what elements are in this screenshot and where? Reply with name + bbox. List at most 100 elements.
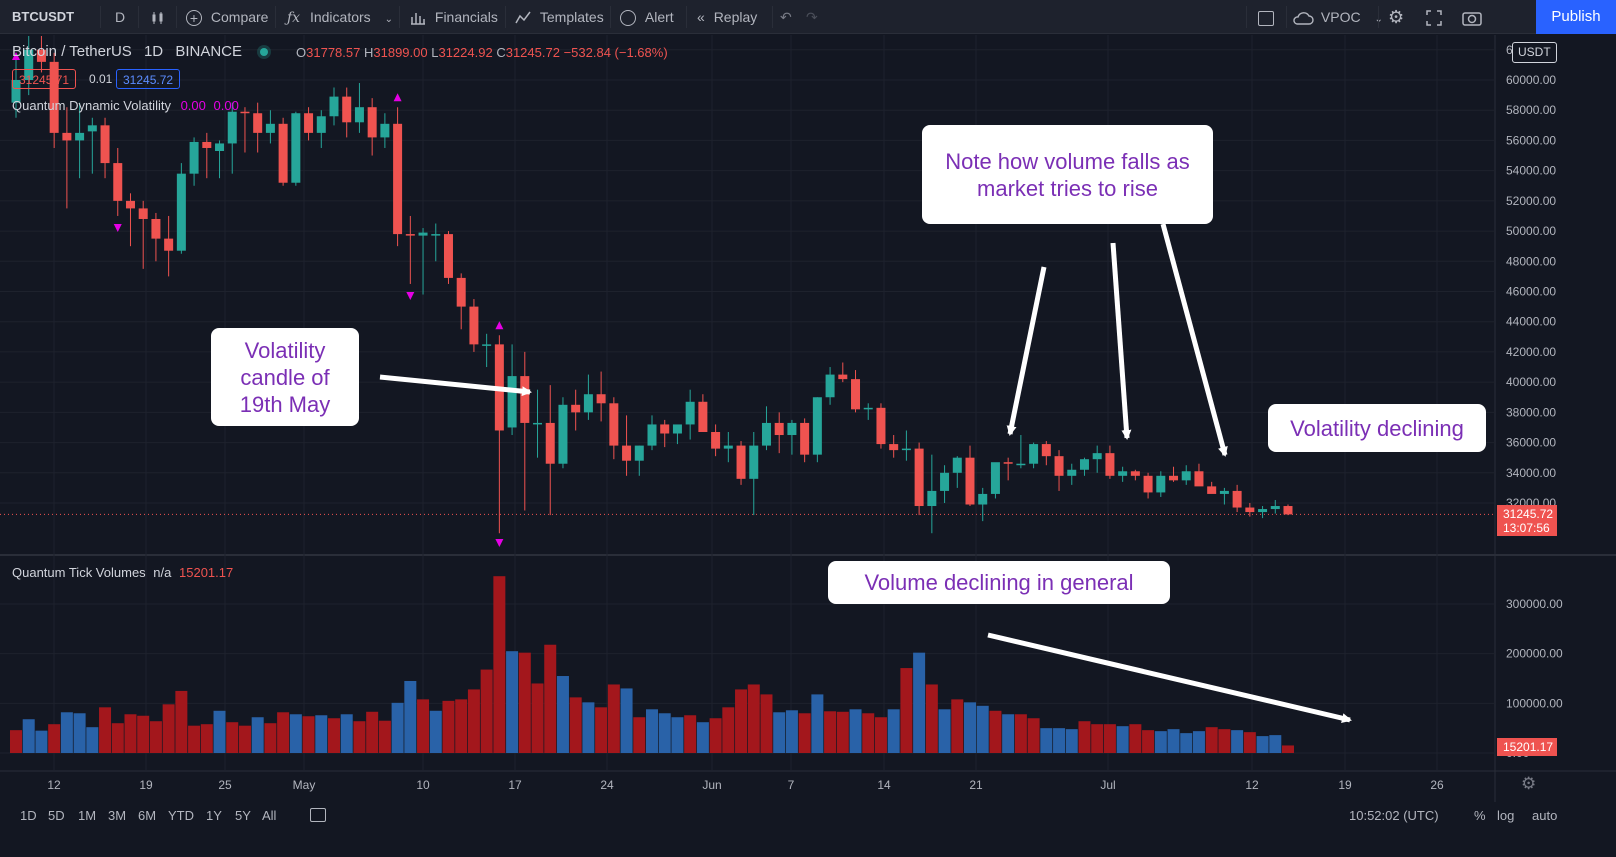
templates-button[interactable]: Templates [515, 0, 604, 34]
volume-bar [111, 723, 124, 753]
candle-body [812, 397, 822, 455]
candle-body [380, 123, 390, 138]
volatility-down-marker [406, 291, 415, 300]
sell-price-button[interactable]: 31245.71 [12, 69, 77, 89]
alert-label: Alert [644, 9, 674, 25]
market-status-icon [260, 48, 269, 57]
volume-bar [925, 684, 938, 753]
indicator-legend-volumes[interactable]: Quantum Tick Volumes n/a 15201.17 [12, 565, 233, 580]
candle-body [660, 424, 670, 434]
time-tick-label: May [293, 778, 316, 792]
range-button[interactable]: 1D [20, 808, 37, 823]
gear-icon[interactable]: ⚙ [1388, 7, 1405, 27]
divider [686, 6, 687, 28]
candle-body [876, 407, 886, 445]
volume-bar [1103, 724, 1116, 753]
publish-button[interactable]: Publish [1536, 0, 1616, 34]
replay-button[interactable]: « Replay [697, 0, 757, 34]
volume-bar [455, 699, 468, 753]
range-button[interactable]: 6M [138, 808, 157, 823]
buy-price-button[interactable]: 31245.72 [116, 69, 181, 89]
bar-chart-icon [411, 13, 425, 26]
date-range-icon[interactable] [310, 808, 326, 822]
candle-body [482, 344, 492, 346]
volume-bar [696, 722, 709, 753]
indicator-legend-volatility[interactable]: Quantum Dynamic Volatility 0.00 0.00 [12, 98, 239, 113]
price-tick-label: 56000.00 [1506, 133, 1556, 147]
log-toggle[interactable]: log [1497, 808, 1515, 823]
candles-icon [152, 12, 163, 25]
layout-button[interactable] [1258, 0, 1274, 34]
candle-body [914, 448, 924, 507]
volatility-up-marker [495, 321, 504, 330]
candle-body [240, 111, 250, 114]
candle-body [1219, 490, 1229, 494]
range-button[interactable]: 3M [108, 808, 127, 823]
candle-body [889, 444, 899, 451]
volume-bar [684, 715, 697, 753]
alert-button[interactable]: Alert [620, 0, 674, 34]
time-tick-label: 12 [1245, 778, 1259, 792]
range-button[interactable]: 1Y [206, 808, 222, 823]
candle-body [698, 401, 708, 432]
volume-bar [1154, 731, 1167, 753]
last-price-label: 31245.72 13:07:56 [1497, 505, 1557, 536]
range-button[interactable]: 5D [48, 808, 65, 823]
currency-label[interactable]: USDT [1512, 42, 1557, 63]
ohlc-low-label: L [431, 45, 439, 60]
symbol-search[interactable]: BTCUSDT [12, 9, 75, 24]
ohlc-values: O31778.57 H31899.00 L31224.92 C31245.72 … [296, 45, 668, 60]
cloud-icon [1293, 12, 1314, 25]
candle-body [1207, 486, 1217, 494]
volume-bar [709, 718, 722, 753]
symbol-legend: Bitcoin / TetherUS 1D BINANCE [12, 43, 269, 60]
candle-body [138, 208, 148, 219]
divider [505, 6, 506, 28]
interval-button[interactable]: D [115, 9, 126, 25]
volume-bar [238, 725, 251, 753]
volume-bar [1142, 730, 1155, 753]
range-button[interactable]: 5Y [235, 808, 251, 823]
bottom-toolbar [0, 802, 1616, 857]
percent-toggle[interactable]: % [1474, 808, 1486, 823]
fullscreen-icon[interactable] [1426, 0, 1442, 34]
candle-body [316, 116, 326, 133]
candle-body [393, 123, 403, 235]
volume-last-label: 15201.17 [1497, 738, 1557, 756]
time-tick-label: 19 [139, 778, 153, 792]
callout-volatility-declining: Volatility declining [1268, 404, 1486, 452]
divider [1378, 6, 1379, 28]
redo-icon[interactable]: ↷ [806, 9, 818, 25]
volume-bar [785, 710, 798, 753]
time-tick-label: Jul [1100, 778, 1115, 792]
compare-button[interactable]: + Compare [186, 0, 268, 34]
auto-toggle[interactable]: auto [1532, 808, 1558, 823]
candle-body [901, 448, 911, 451]
time-tick-label: Jun [702, 778, 721, 792]
volume-bar [658, 713, 671, 753]
time-tick-label: 10 [416, 778, 430, 792]
volume-bar [1256, 736, 1269, 753]
undo-icon[interactable]: ↶ [780, 9, 792, 25]
candle-body [125, 200, 135, 209]
replay-label: Replay [713, 9, 758, 25]
chevron-down-icon[interactable]: ⌄ [384, 14, 393, 25]
clock-time[interactable]: 10:52:02 (UTC) [1349, 808, 1439, 823]
gear-icon[interactable]: ⚙ [1521, 774, 1537, 793]
range-button[interactable]: All [262, 808, 277, 823]
candle-body [1105, 453, 1115, 476]
camera-icon[interactable] [1462, 0, 1482, 34]
price-tick-label: 48000.00 [1506, 254, 1556, 268]
volume-bar [556, 676, 569, 753]
volume-bar [404, 680, 417, 753]
ohlc-close: 31245.72 [505, 45, 560, 60]
range-button[interactable]: 1M [78, 808, 97, 823]
indicators-button[interactable]: ƒx Indicators ⌄ [287, 0, 393, 34]
chart-type-button[interactable] [150, 0, 166, 34]
range-button[interactable]: YTD [168, 808, 194, 823]
candle-body [443, 234, 453, 278]
volume-bar [1065, 729, 1078, 753]
callout-volume-falls: Note how volume falls as market tries to… [922, 125, 1213, 224]
financials-button[interactable]: Financials [410, 0, 498, 34]
volume-bar [1116, 726, 1129, 753]
